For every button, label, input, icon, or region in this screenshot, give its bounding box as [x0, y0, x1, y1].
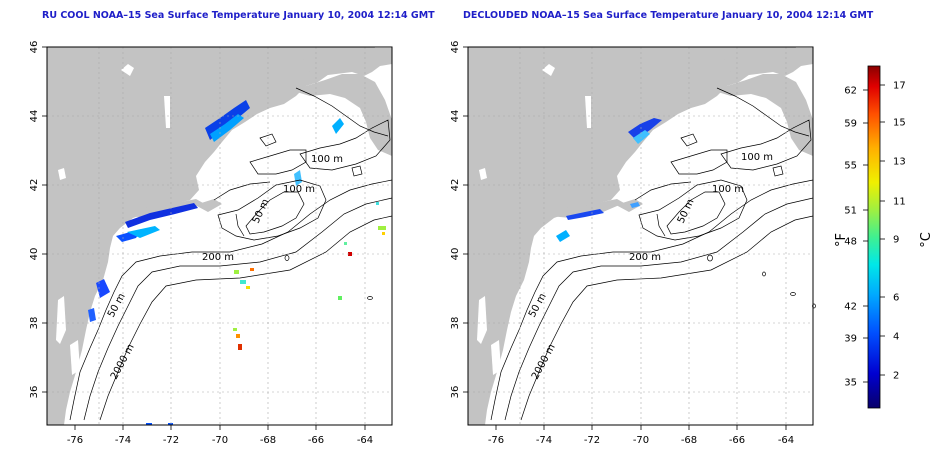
- x-tick-label: -64: [778, 435, 794, 446]
- x-tick-label: -76: [488, 435, 504, 446]
- y-tick-label: 38: [450, 317, 461, 330]
- right-contour-label-50m-bank: 50 m: [676, 197, 697, 225]
- colorbar-f-tick-label: 48: [844, 237, 857, 248]
- colorbar-f-tick-label: 62: [844, 86, 857, 97]
- right-y-axis-ticks: 36 38 40 42 44 46: [450, 41, 468, 399]
- right-x-axis-ticks: -76 -74 -72 -70 -68 -66 -64: [488, 425, 794, 446]
- y-tick-label: 42: [29, 179, 40, 192]
- x-tick-label: -70: [633, 435, 649, 446]
- colorbar-c-tick-label: 13: [893, 157, 906, 168]
- colorbar-f-tick-label: 51: [844, 206, 857, 217]
- x-tick-label: -74: [115, 435, 131, 446]
- land-mass: [47, 47, 392, 425]
- colorbar-c-tick-label: 6: [893, 293, 899, 304]
- x-tick-label: -68: [260, 435, 276, 446]
- right-map-panel: 50 m 2000 m 200 m 100 m 100 m 50 m -76 -7…: [450, 41, 816, 446]
- left-x-axis-ticks: -76 -74 -72 -70 -68 -66 -64: [67, 425, 373, 446]
- colorbar-f-tick-label: 59: [844, 119, 857, 130]
- right-contour-label-50m: 50 m: [527, 292, 549, 320]
- colorbar-c-tick-label: 15: [893, 118, 906, 129]
- x-tick-label: -64: [357, 435, 373, 446]
- colorbar-f-tick-label: 42: [844, 302, 857, 313]
- land-mass-right: [468, 47, 813, 425]
- colorbar-gradient: [867, 65, 881, 409]
- colorbar-f-tick-label: 55: [844, 161, 857, 172]
- x-tick-label: -66: [308, 435, 324, 446]
- left-contour-label-50m-bank: 50 m: [251, 197, 272, 225]
- y-tick-label: 40: [450, 248, 461, 261]
- colorbar-fahrenheit-label: °F: [834, 233, 849, 247]
- lakes-right: [477, 64, 591, 375]
- grid-lines: [47, 47, 392, 425]
- right-contour-label-200m: 200 m: [629, 252, 661, 263]
- colorbar-c-tick-label: 17: [893, 81, 906, 92]
- y-tick-label: 42: [450, 179, 461, 192]
- y-tick-label: 46: [450, 41, 461, 54]
- sst-declouded-pixels: [556, 118, 662, 242]
- y-tick-label: 44: [29, 110, 40, 123]
- y-tick-label: 40: [29, 248, 40, 261]
- y-tick-label: 46: [29, 41, 40, 54]
- y-tick-label: 36: [450, 386, 461, 399]
- x-tick-label: -72: [584, 435, 600, 446]
- x-tick-label: -68: [681, 435, 697, 446]
- y-tick-label: 36: [29, 386, 40, 399]
- sst-coastal-pixels: [88, 100, 386, 425]
- lakes: [56, 64, 170, 375]
- left-contour-label-200m: 200 m: [202, 252, 234, 263]
- x-tick-label: -72: [163, 435, 179, 446]
- x-tick-label: -74: [536, 435, 552, 446]
- x-tick-label: -70: [212, 435, 228, 446]
- colorbar-celsius-label: °C: [919, 232, 934, 248]
- colorbar-c-tick-label: 4: [893, 332, 899, 343]
- colorbar-f-tick-label: 39: [844, 334, 857, 345]
- y-tick-label: 38: [29, 317, 40, 330]
- bathymetry-contours: [69, 87, 393, 421]
- right-panel-title: DECLOUDED NOAA–15 Sea Surface Temperatur…: [463, 10, 874, 21]
- right-contour-label-100m-north: 100 m: [741, 152, 773, 163]
- colorbar-f-tick-label: 35: [844, 378, 857, 389]
- x-tick-label: -76: [67, 435, 83, 446]
- left-panel-title: RU COOL NOAA–15 Sea Surface Temperature …: [42, 10, 435, 21]
- right-contour-label-100m: 100 m: [712, 184, 744, 195]
- left-contour-label-50m: 50 m: [106, 292, 128, 320]
- y-tick-label: 44: [450, 110, 461, 123]
- colorbar-c-tick-label: 2: [893, 371, 899, 382]
- colorbar-c-tick-label: 11: [893, 197, 906, 208]
- left-contour-label-2000m: 2000 m: [109, 342, 137, 381]
- right-map-frame: [467, 46, 814, 426]
- right-contour-label-2000m: 2000 m: [530, 342, 558, 381]
- colorbar-celsius-ticks: 17 15 13 11 9 6 4 2: [880, 81, 906, 382]
- left-y-axis-ticks: 36 38 40 42 44 46: [29, 41, 47, 399]
- left-map-panel: 50 m 2000 m 200 m 100 m 100 m 50 m -76 -7…: [29, 41, 393, 446]
- colorbar-c-tick-label: 9: [893, 235, 899, 246]
- left-contour-label-100m: 100 m: [283, 184, 315, 195]
- colorbar-fahrenheit-ticks: 62 59 55 51 48 42 39 35: [844, 86, 868, 389]
- left-contour-label-100m-north: 100 m: [311, 154, 343, 165]
- bathymetry-contours-right: [490, 87, 816, 421]
- grid-lines-right: [468, 47, 813, 425]
- left-map-frame: [46, 46, 393, 426]
- x-tick-label: -66: [729, 435, 745, 446]
